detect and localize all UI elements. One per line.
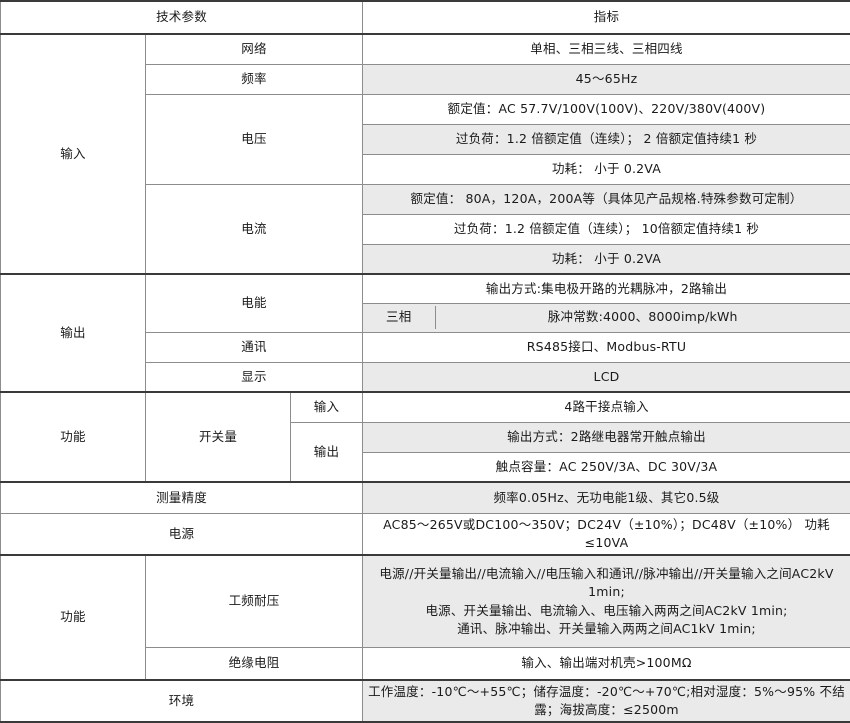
param-value-voltage-power: 功耗： 小于 0.2VA — [363, 154, 850, 184]
row-function-withstand-voltage: 功能 工频耐压 电源//开关量输出//电流输入//电压输入和通讯//脉冲输出//… — [1, 555, 850, 648]
param-value-energy-mode: 输出方式:集电极开路的光耦脉冲，2路输出 — [363, 274, 850, 303]
param-value-network: 单相、三相三线、三相四线 — [363, 34, 850, 64]
param-value-environment: 工作温度：-10℃～+55℃；储存温度：-20℃～+70℃;相对湿度：5%～95… — [363, 680, 850, 722]
param-value-power-supply: AC85～265V或DC100～350V；DC24V（±10%）；DC48V（±… — [363, 513, 850, 555]
param-label-voltage: 电压 — [146, 94, 363, 184]
param-label-do: 输出 — [291, 422, 363, 482]
withstand-line-3: 通讯、脉冲输出、开关量输入两两之间AC1kV 1min; — [367, 620, 846, 638]
param-label-switch-quantity: 开关量 — [146, 392, 291, 482]
param-label-communication: 通讯 — [146, 332, 363, 362]
row-input-network: 输入 网络 单相、三相三线、三相四线 — [1, 34, 850, 64]
param-value-current-power: 功耗： 小于 0.2VA — [363, 244, 850, 274]
param-value-communication: RS485接口、Modbus-RTU — [363, 332, 850, 362]
withstand-line-1: 电源//开关量输出//电流输入//电压输入和通讯//脉冲输出//开关量输入之间A… — [367, 565, 846, 601]
param-value-di: 4路干接点输入 — [363, 392, 850, 422]
header-indicator: 指标 — [363, 1, 850, 34]
section-label-environment: 环境 — [1, 680, 363, 722]
param-value-current-overload: 过负荷：1.2 倍额定值（连续）； 10倍额定值持续1 秒 — [363, 214, 850, 244]
param-value-energy-three-phase-wrapper: 三相 脉冲常数:4000、8000imp/kWh — [363, 303, 850, 332]
param-value-frequency: 45～65Hz — [363, 64, 850, 94]
param-value-withstand-voltage: 电源//开关量输出//电流输入//电压输入和通讯//脉冲输出//开关量输入之间A… — [363, 555, 850, 648]
param-label-energy: 电能 — [146, 274, 363, 332]
header-technical-parameter: 技术参数 — [1, 1, 363, 34]
param-value-accuracy: 频率0.05Hz、无功电能1级、其它0.5级 — [363, 482, 850, 513]
section-label-output: 输出 — [1, 274, 146, 392]
param-value-voltage-rated: 额定值：AC 57.7V/100V(100V)、220V/380V(400V) — [363, 94, 850, 124]
section-label-input: 输入 — [1, 34, 146, 274]
param-value-pulse-constant: 脉冲常数:4000、8000imp/kWh — [435, 306, 850, 328]
param-value-display: LCD — [363, 362, 850, 392]
param-label-current: 电流 — [146, 184, 363, 274]
param-label-network: 网络 — [146, 34, 363, 64]
param-value-voltage-overload: 过负荷：1.2 倍额定值（连续）； 2 倍额定值持续1 秒 — [363, 124, 850, 154]
table-header-row: 技术参数 指标 — [1, 1, 850, 34]
row-environment: 环境 工作温度：-10℃～+55℃；储存温度：-20℃～+70℃;相对湿度：5%… — [1, 680, 850, 722]
section-label-function-io: 功能 — [1, 392, 146, 482]
param-label-di: 输入 — [291, 392, 363, 422]
row-output-energy-mode: 输出 电能 输出方式:集电极开路的光耦脉冲，2路输出 — [1, 274, 850, 303]
param-label-frequency: 频率 — [146, 64, 363, 94]
row-power-supply: 电源 AC85～265V或DC100～350V；DC24V（±10%）；DC48… — [1, 513, 850, 555]
param-value-insulation-resistance: 输入、输出端对机壳>100MΩ — [363, 648, 850, 680]
param-value-do-capacity: 触点容量：AC 250V/3A、DC 30V/3A — [363, 452, 850, 482]
param-value-current-rated: 额定值： 80A，120A，200A等（具体见产品规格.特殊参数可定制） — [363, 184, 850, 214]
row-measurement-accuracy: 测量精度 频率0.05Hz、无功电能1级、其它0.5级 — [1, 482, 850, 513]
section-label-function-insulation: 功能 — [1, 555, 146, 680]
param-label-insulation-resistance: 绝缘电阻 — [146, 648, 363, 680]
section-label-power-supply: 电源 — [1, 513, 363, 555]
section-label-accuracy: 测量精度 — [1, 482, 363, 513]
withstand-line-2: 电源、开关量输出、电流输入、电压输入两两之间AC2kV 1min; — [367, 602, 846, 620]
param-value-do-mode: 输出方式：2路继电器常开触点输出 — [363, 422, 850, 452]
param-label-withstand-voltage: 工频耐压 — [146, 555, 363, 648]
row-function-di: 功能 开关量 输入 4路干接点输入 — [1, 392, 850, 422]
param-label-display: 显示 — [146, 362, 363, 392]
param-label-three-phase: 三相 — [363, 306, 435, 328]
